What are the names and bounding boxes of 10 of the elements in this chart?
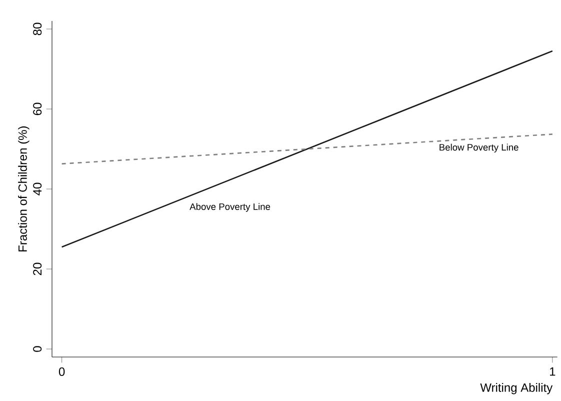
y-axis-title: Fraction of Children (%) (18, 126, 30, 252)
x-axis-title: Writing Ability (480, 383, 553, 394)
y-tick-label: 60 (33, 102, 42, 116)
series-label: Above Poverty Line (190, 203, 270, 212)
x-tick-label: 1 (550, 367, 556, 376)
y-tick-label: 20 (33, 262, 42, 276)
y-tick-label: 0 (33, 346, 42, 352)
y-tick-label: 40 (33, 182, 42, 196)
y-tick-label: 80 (33, 22, 42, 36)
series-label: Below Poverty Line (440, 144, 518, 152)
